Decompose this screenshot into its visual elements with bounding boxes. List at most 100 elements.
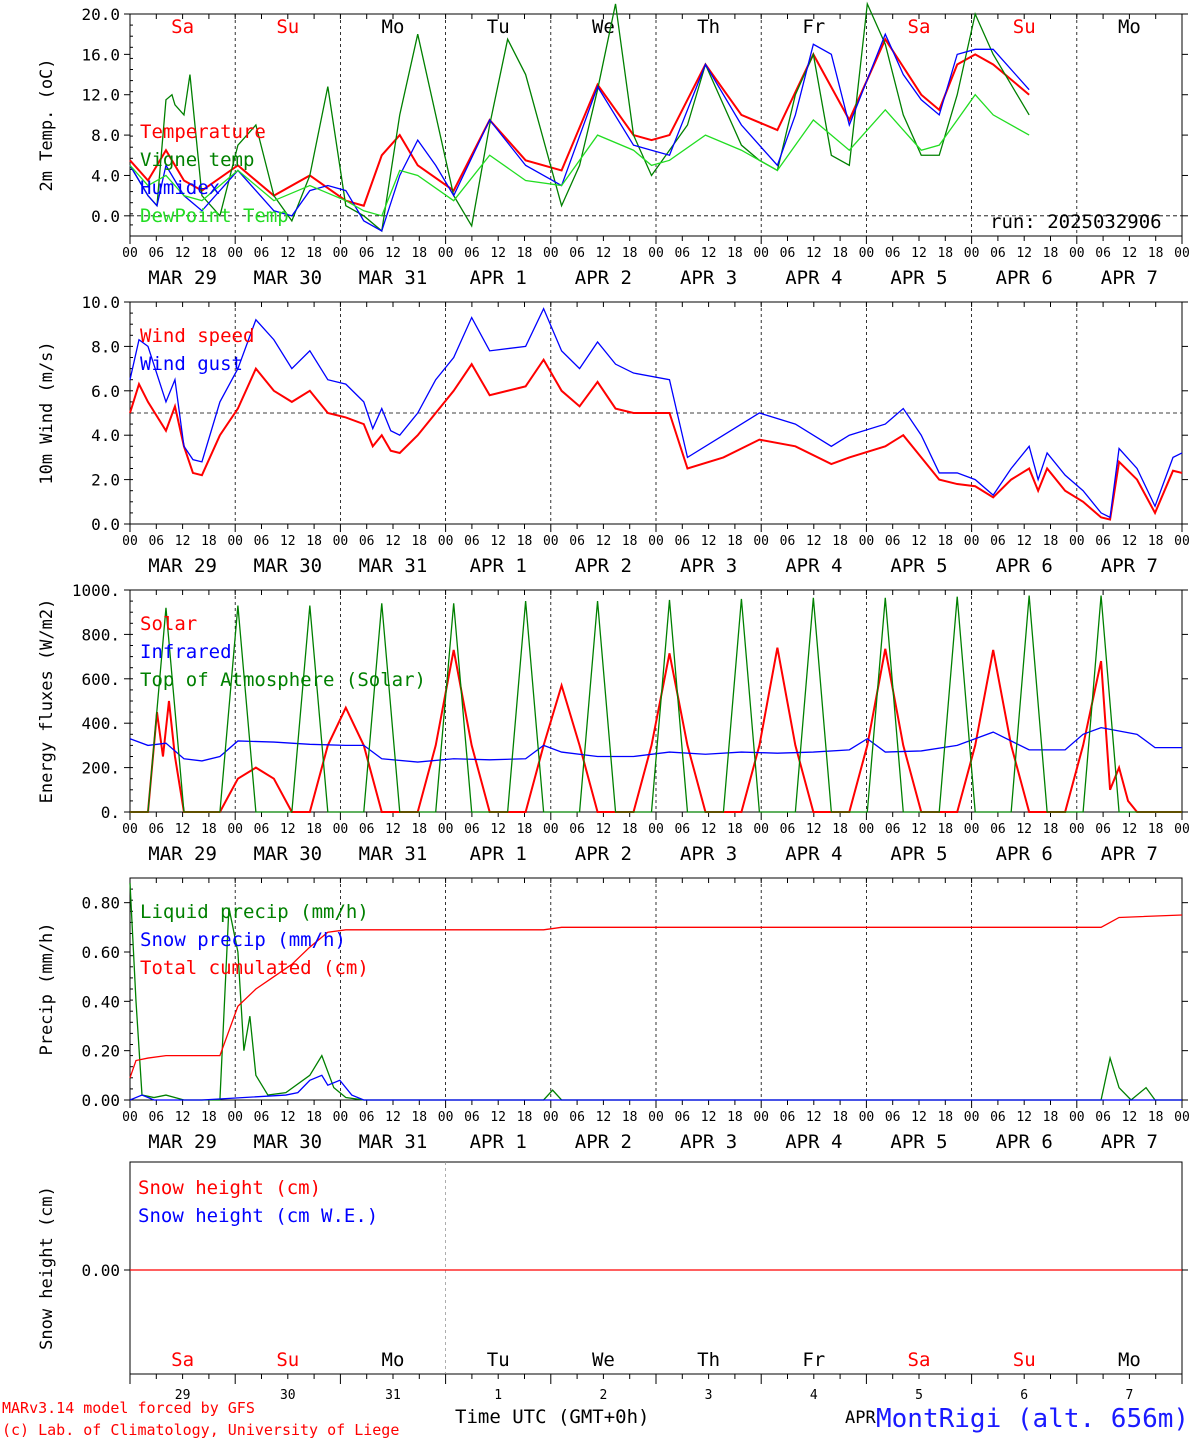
hour-label: 06 — [674, 534, 690, 549]
hour-label: 06 — [990, 246, 1006, 261]
date-label: MAR 29 — [148, 267, 217, 289]
hour-label: 00 — [122, 534, 138, 549]
hour-label: 18 — [832, 822, 848, 837]
hour-label: 06 — [569, 1110, 585, 1125]
hour-label: 06 — [464, 534, 480, 549]
hour-label: 12 — [385, 1110, 401, 1125]
hour-label: 00 — [122, 246, 138, 261]
weekday-label: Mo — [1118, 16, 1141, 38]
hour-label: 00 — [753, 1110, 769, 1125]
weekday-label: Su — [1013, 16, 1036, 38]
hour-label: 18 — [201, 1110, 217, 1125]
y-tick-label: 4.0 — [91, 426, 120, 445]
panel-5: Snow height (cm) 0.00 Snow height (cm) Snow… — [37, 1161, 1188, 1375]
hour-label: 18 — [201, 534, 217, 549]
hour-label: 06 — [1095, 822, 1111, 837]
date-label: APR 6 — [996, 555, 1053, 577]
hour-label: 06 — [359, 534, 375, 549]
hour-label: 00 — [438, 246, 454, 261]
date-label: APR 2 — [575, 1131, 632, 1153]
hour-label: 06 — [569, 246, 585, 261]
weekday-label: Sa — [908, 16, 931, 38]
hour-label: 06 — [254, 246, 270, 261]
hour-label: 00 — [333, 246, 349, 261]
date-label: APR 7 — [1101, 1131, 1158, 1153]
hour-label: 18 — [201, 246, 217, 261]
series-line — [129, 1074, 1182, 1101]
hour-label: 12 — [280, 822, 296, 837]
y-tick-label: 600. — [81, 670, 120, 689]
hour-label: 00 — [1069, 822, 1085, 837]
legend-entry: Snow height (cm) — [138, 1177, 321, 1199]
date-label: APR 6 — [996, 267, 1053, 289]
month-label: APR — [845, 1408, 876, 1428]
hour-label: 18 — [727, 1110, 743, 1125]
hour-label: 18 — [1043, 822, 1059, 837]
legend-entry: Snow precip (mm/h) — [140, 929, 346, 951]
x-axis-title: Time UTC (GMT+0h) — [455, 1406, 649, 1428]
date-label: APR 5 — [890, 1131, 947, 1153]
y-tick-label: 20.0 — [81, 5, 120, 24]
hour-label: 12 — [701, 246, 717, 261]
hour-label: 00 — [438, 534, 454, 549]
hour-label: 06 — [569, 534, 585, 549]
hour-label: 12 — [806, 534, 822, 549]
hour-label: 06 — [885, 1110, 901, 1125]
date-label: APR 4 — [785, 1131, 842, 1153]
hour-label: 18 — [1043, 1110, 1059, 1125]
hour-label: 00 — [859, 246, 875, 261]
hour-label: 12 — [1016, 246, 1032, 261]
chart-panels: 2m Temp. (oC) 0.0 4.0 8.0 12.0 16.0 20.0 00 06 12… — [37, 1, 1190, 1375]
y-tick-label: 0.0 — [91, 207, 120, 226]
lab-credit: (c) Lab. of Climatology, University of L… — [2, 1421, 399, 1439]
weekday-label: Su — [1013, 1349, 1036, 1371]
hour-label: 00 — [333, 534, 349, 549]
y-tick-label: 0.00 — [81, 1091, 120, 1110]
hour-label: 06 — [254, 822, 270, 837]
hour-label: 06 — [359, 1110, 375, 1125]
weekday-label: We — [592, 1349, 615, 1371]
hour-label: 06 — [990, 1110, 1006, 1125]
hour-label: 00 — [1069, 246, 1085, 261]
date-label: APR 2 — [575, 843, 632, 865]
hour-label: 00 — [648, 1110, 664, 1125]
weekday-label: Sa — [908, 1349, 931, 1371]
hour-label: 12 — [1016, 1110, 1032, 1125]
weekday-label: Th — [697, 16, 720, 38]
series-line — [129, 914, 1183, 1079]
hour-label: 00 — [964, 1110, 980, 1125]
series-line — [129, 1, 1030, 233]
hour-label: 18 — [937, 246, 953, 261]
weekday-label: Sa — [171, 16, 194, 38]
hour-label: 12 — [1122, 246, 1138, 261]
day-number: 2 — [599, 1388, 607, 1403]
hour-label: 12 — [911, 822, 927, 837]
hour-label: 18 — [306, 246, 322, 261]
day-number: 30 — [280, 1388, 296, 1403]
station-title: MontRigi (alt. 656m) — [876, 1404, 1189, 1434]
weekday-label: Fr — [802, 1349, 825, 1371]
date-label: MAR 29 — [148, 843, 217, 865]
legend-entry: Humidex — [140, 177, 220, 199]
hour-label: 12 — [490, 246, 506, 261]
hour-label: 00 — [648, 246, 664, 261]
hour-label: 00 — [1174, 1110, 1190, 1125]
hour-label: 18 — [411, 246, 427, 261]
legend-entry: Snow height (cm W.E.) — [138, 1205, 378, 1227]
hour-label: 18 — [517, 534, 533, 549]
date-label: APR 5 — [890, 555, 947, 577]
weekday-label: Tu — [487, 1349, 510, 1371]
hour-label: 12 — [385, 534, 401, 549]
date-label: APR 4 — [785, 555, 842, 577]
hour-label: 00 — [1069, 1110, 1085, 1125]
hour-label: 18 — [411, 822, 427, 837]
date-label: MAR 31 — [359, 1131, 428, 1153]
hour-label: 18 — [201, 822, 217, 837]
date-label: MAR 30 — [253, 1131, 322, 1153]
hour-label: 12 — [385, 822, 401, 837]
hour-label: 18 — [1043, 246, 1059, 261]
hour-label: 06 — [359, 246, 375, 261]
date-label: APR 5 — [890, 843, 947, 865]
hour-label: 12 — [1016, 534, 1032, 549]
hour-label: 12 — [1016, 822, 1032, 837]
